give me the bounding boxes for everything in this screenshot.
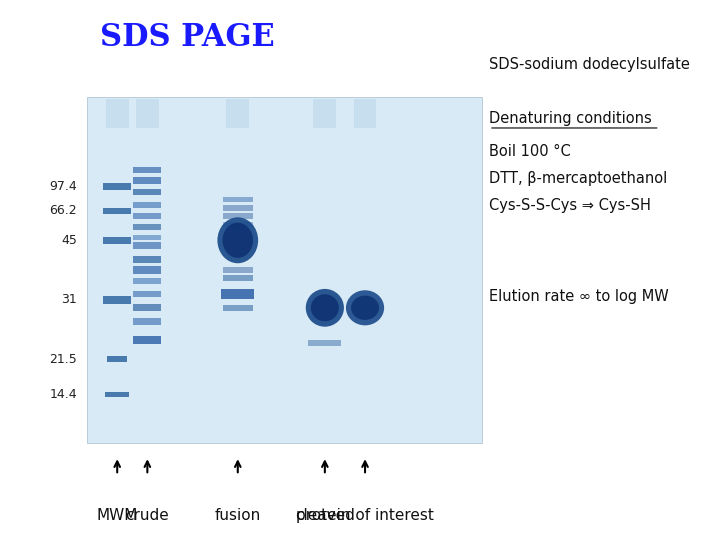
Bar: [133, 336, 161, 345]
Bar: [313, 98, 336, 128]
Bar: [226, 98, 249, 128]
Text: MWM: MWM: [96, 508, 138, 523]
Bar: [103, 237, 131, 244]
Bar: [87, 97, 482, 443]
Bar: [133, 177, 161, 184]
Bar: [133, 242, 161, 249]
Bar: [133, 202, 161, 208]
Bar: [133, 167, 161, 173]
Text: crude: crude: [125, 508, 169, 523]
Bar: [103, 296, 131, 303]
Ellipse shape: [306, 289, 344, 327]
Text: cleaved: cleaved: [295, 508, 355, 523]
Bar: [133, 188, 161, 194]
Ellipse shape: [217, 217, 258, 263]
Text: 66.2: 66.2: [50, 204, 77, 217]
Text: Denaturing conditions: Denaturing conditions: [489, 111, 652, 126]
Bar: [133, 304, 161, 311]
Bar: [354, 98, 377, 128]
Text: fusion: fusion: [215, 508, 261, 523]
Bar: [133, 278, 161, 284]
Bar: [133, 292, 161, 297]
Text: DTT, β-mercaptoethanol: DTT, β-mercaptoethanol: [489, 171, 667, 186]
Bar: [222, 205, 253, 211]
Bar: [133, 255, 161, 262]
Text: Elution rate ∞ to log MW: Elution rate ∞ to log MW: [489, 289, 669, 305]
Ellipse shape: [311, 294, 339, 321]
Ellipse shape: [346, 291, 384, 325]
Bar: [222, 213, 253, 219]
Text: 97.4: 97.4: [49, 180, 77, 193]
Text: Cys-S-S-Cys ⇒ Cys-SH: Cys-S-S-Cys ⇒ Cys-SH: [489, 198, 651, 213]
Bar: [106, 392, 129, 397]
Bar: [136, 98, 159, 128]
Text: 14.4: 14.4: [50, 388, 77, 401]
Bar: [308, 340, 341, 346]
Text: SDS PAGE: SDS PAGE: [100, 22, 275, 53]
Bar: [133, 213, 161, 219]
Bar: [222, 275, 253, 281]
Bar: [133, 318, 161, 325]
Bar: [222, 197, 253, 202]
Bar: [106, 98, 129, 128]
Bar: [222, 221, 253, 226]
Text: 31: 31: [61, 293, 77, 306]
Text: Boil 100 °C: Boil 100 °C: [489, 144, 571, 159]
Bar: [133, 224, 161, 230]
Text: SDS-sodium dodecylsulfate: SDS-sodium dodecylsulfate: [489, 57, 690, 72]
Text: 45: 45: [61, 234, 77, 247]
Bar: [221, 289, 254, 299]
Bar: [103, 207, 131, 213]
Bar: [133, 235, 161, 240]
Bar: [133, 267, 161, 273]
Bar: [103, 183, 131, 190]
Bar: [222, 267, 253, 273]
Text: 21.5: 21.5: [49, 353, 77, 366]
Text: protein of interest: protein of interest: [296, 508, 434, 523]
Ellipse shape: [351, 295, 379, 320]
Bar: [107, 356, 127, 362]
Bar: [222, 305, 253, 311]
Ellipse shape: [222, 222, 253, 258]
